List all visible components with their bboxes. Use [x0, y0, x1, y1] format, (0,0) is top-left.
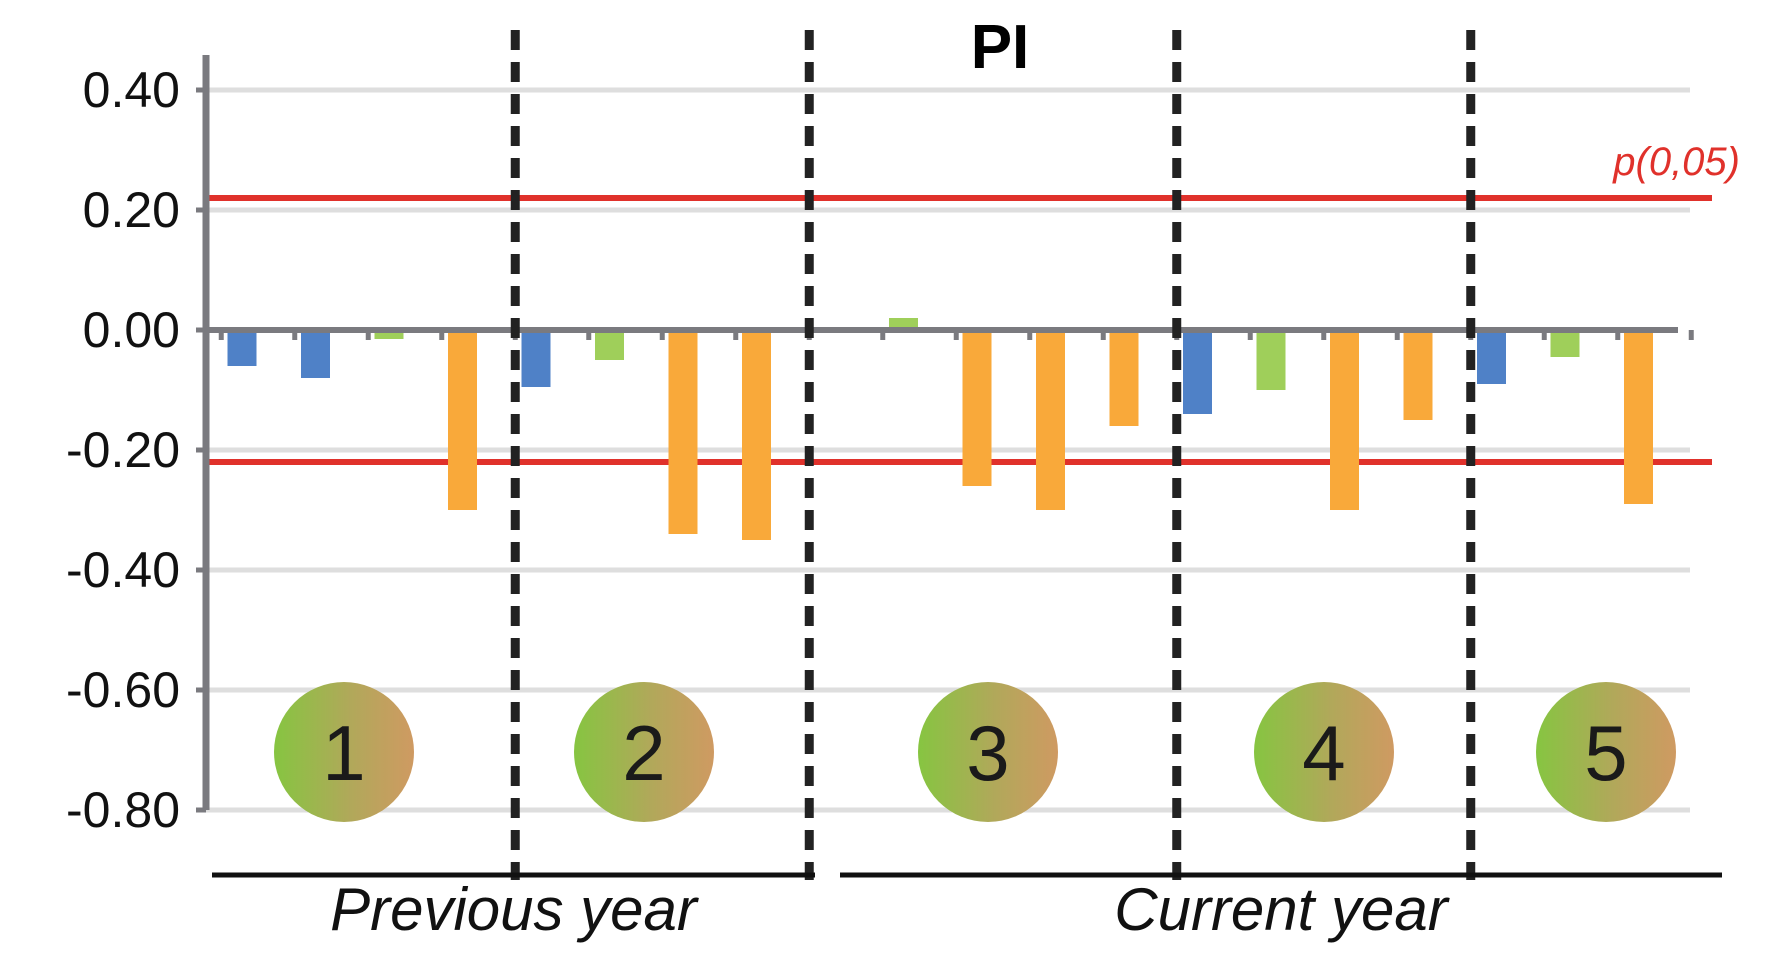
- group-badge-label: 3: [966, 709, 1009, 797]
- y-tick-label: 0.00: [83, 302, 180, 358]
- group-badge: [918, 682, 1058, 822]
- group-badge: [574, 682, 714, 822]
- bar: [1109, 330, 1139, 426]
- bar: [595, 330, 624, 360]
- group-badge: [274, 682, 414, 822]
- chart-title: PI: [971, 13, 1030, 82]
- y-tick-label: 0.20: [83, 182, 180, 238]
- period-labels: Previous year Current year: [212, 872, 1722, 943]
- y-tick-label: -0.20: [66, 422, 180, 478]
- bar: [374, 330, 404, 339]
- bar: [1477, 330, 1506, 384]
- y-tick-label: 0.40: [83, 62, 180, 118]
- bar: [742, 330, 771, 540]
- period-label: Current year: [1114, 876, 1449, 943]
- y-tick-label: -0.40: [66, 542, 180, 598]
- bar: [521, 330, 551, 387]
- group-badge: [1254, 682, 1394, 822]
- bar: [301, 330, 330, 378]
- group-badge-label: 4: [1302, 709, 1345, 797]
- period-label: Previous year: [330, 876, 699, 943]
- group-dividers: [510, 30, 1476, 880]
- bar: [1550, 330, 1580, 357]
- group-badges: 1 2 3 4 5: [274, 682, 1676, 822]
- bar: [962, 330, 992, 486]
- bar: [448, 330, 477, 510]
- bar: [668, 330, 698, 534]
- axes: 0.40 0.20 0.00 -0.20 -0.40 -0.60 -0.80: [66, 55, 1694, 838]
- bars: [227, 318, 1653, 540]
- bar: [1256, 330, 1286, 390]
- bar: [1403, 330, 1433, 420]
- group-badge-label: 5: [1584, 709, 1627, 797]
- bar: [1036, 330, 1065, 510]
- group-badge-label: 1: [322, 709, 365, 797]
- group-badge-label: 2: [622, 709, 665, 797]
- bar: [1330, 330, 1359, 510]
- y-tick-label: -0.60: [66, 662, 180, 718]
- threshold-label: p(0,05): [1612, 140, 1740, 184]
- bar: [1624, 330, 1653, 504]
- bar: [1183, 330, 1212, 414]
- bar: [227, 330, 257, 366]
- group-badge: [1536, 682, 1676, 822]
- y-tick-label: -0.80: [66, 782, 180, 838]
